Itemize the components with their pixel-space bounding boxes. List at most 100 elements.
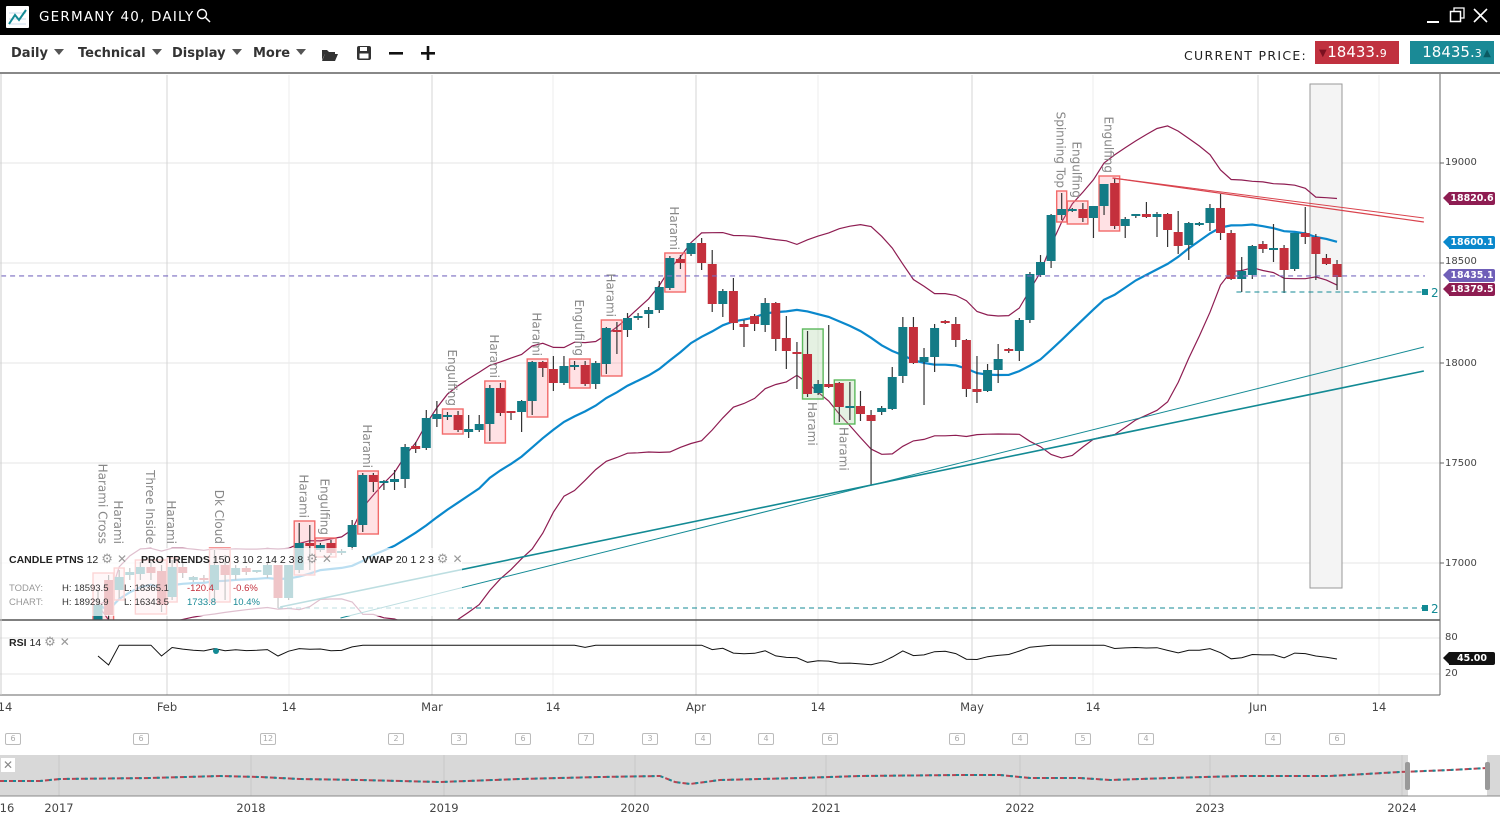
candle-body [898, 327, 908, 376]
zoom-out-icon[interactable] [388, 45, 404, 65]
candle-body [1088, 206, 1098, 218]
candle [739, 320, 749, 347]
close-icon[interactable]: ✕ [59, 635, 70, 649]
close-icon[interactable]: ✕ [452, 552, 463, 566]
calendar-event-icon[interactable]: 6 [5, 733, 21, 745]
calendar-event-icon[interactable]: 4 [1265, 733, 1281, 745]
navigator[interactable] [0, 755, 1500, 797]
chart-high: H: 18929.9 [62, 597, 109, 608]
gear-icon[interactable]: ⚙ [436, 552, 449, 567]
minimize-icon[interactable] [1426, 6, 1440, 30]
candle [1311, 234, 1321, 280]
calendar-event-icon[interactable]: 2 [388, 733, 404, 745]
candle [686, 243, 696, 256]
zoom-in-icon[interactable] [420, 45, 436, 65]
candle [601, 327, 611, 374]
candle [347, 520, 357, 550]
candle [940, 320, 950, 324]
calendar-event-icon[interactable]: 4 [695, 733, 711, 745]
calendar-event-icon[interactable]: 4 [1138, 733, 1154, 745]
save-icon[interactable] [356, 45, 372, 65]
caret-down-icon [231, 49, 242, 55]
x-tick: 14 [1085, 700, 1101, 714]
calendar-event-icon[interactable]: 4 [1012, 733, 1028, 745]
candle-body [485, 388, 495, 424]
calendar-event-icon[interactable]: 5 [1075, 733, 1091, 745]
bid-price-button[interactable]: ▼ 18433.9 [1315, 41, 1399, 64]
gear-icon[interactable]: ⚙ [44, 635, 56, 650]
candle-body [1247, 246, 1257, 275]
search-icon[interactable] [196, 8, 212, 28]
candle [1173, 211, 1183, 254]
candle-body [1332, 264, 1342, 277]
line-marker-label: 2 [1431, 286, 1439, 300]
calendar-event-icon[interactable]: 6 [515, 733, 531, 745]
gear-icon[interactable]: ⚙ [306, 552, 318, 567]
calendar-event-icon[interactable]: 6 [1329, 733, 1345, 745]
rsi-value-tag: 45.00 [1443, 652, 1495, 665]
calendar-event-icon[interactable]: 6 [949, 733, 965, 745]
candle [1120, 217, 1130, 238]
candle-body [781, 338, 791, 351]
calendar-event-icon[interactable]: 6 [133, 733, 149, 745]
candle-body [527, 362, 537, 401]
candle [1025, 272, 1035, 323]
candle [1290, 233, 1300, 271]
candle [1046, 214, 1056, 268]
close-icon[interactable] [1472, 6, 1488, 30]
candle-body [1258, 244, 1268, 249]
gear-icon[interactable]: ⚙ [101, 552, 113, 567]
candle-body [654, 287, 664, 310]
menu-display[interactable]: Display [172, 46, 242, 61]
navigator-close-icon[interactable]: ✕ [1, 758, 15, 772]
calendar-event-icon[interactable]: 3 [451, 733, 467, 745]
candle-body [707, 264, 717, 304]
navigator-year: 2018 [236, 801, 266, 815]
menu-daily[interactable]: Daily [11, 46, 64, 61]
calendar-event-icon[interactable]: 3 [642, 733, 658, 745]
line-marker-label: 2 [1431, 602, 1439, 616]
candle-body [739, 324, 749, 327]
candle [442, 412, 452, 420]
calendar-event-icon[interactable]: 6 [822, 733, 838, 745]
y-tick: 17500 [1445, 458, 1477, 469]
y-tick: 19000 [1445, 157, 1477, 168]
candle [951, 317, 961, 347]
candle [983, 364, 993, 392]
candle-body [379, 481, 389, 483]
rsi-marker [213, 648, 219, 654]
chart-low: L: 16343.5 [124, 597, 169, 608]
calendar-event-icon[interactable]: 12 [260, 733, 276, 745]
candle [570, 361, 580, 370]
restore-icon[interactable] [1449, 6, 1465, 30]
menu-technical[interactable]: Technical [78, 46, 162, 61]
calendar-event-icon[interactable]: 4 [758, 733, 774, 745]
candle [495, 383, 505, 416]
candle [1237, 257, 1247, 292]
candle-body [1268, 248, 1278, 250]
caret-down-icon [53, 49, 64, 55]
candle-body [517, 401, 527, 412]
candle [1279, 245, 1289, 293]
candle [1078, 203, 1088, 222]
candle-body [400, 447, 410, 479]
x-tick: 14 [0, 700, 13, 714]
trendline [1112, 177, 1424, 223]
candle [432, 401, 442, 427]
candle [1004, 348, 1014, 353]
close-icon[interactable]: ✕ [116, 552, 127, 566]
close-icon[interactable]: ✕ [321, 552, 332, 566]
navigator-series-up [0, 767, 1488, 786]
menu-label: Display [172, 46, 226, 61]
calendar-event-icon[interactable]: 7 [578, 733, 594, 745]
candle-body [1216, 208, 1226, 233]
open-folder-icon[interactable] [321, 47, 338, 66]
ask-price-button[interactable]: 18435.3 ▲ [1410, 41, 1494, 64]
price-tag: 18435.1 [1443, 269, 1495, 283]
trendlines[interactable] [0, 177, 1425, 619]
pattern-label: Engulfing [572, 299, 586, 356]
menu-more[interactable]: More [253, 46, 307, 61]
candle-body [1141, 214, 1151, 217]
navigator-year: 16 [0, 801, 15, 815]
